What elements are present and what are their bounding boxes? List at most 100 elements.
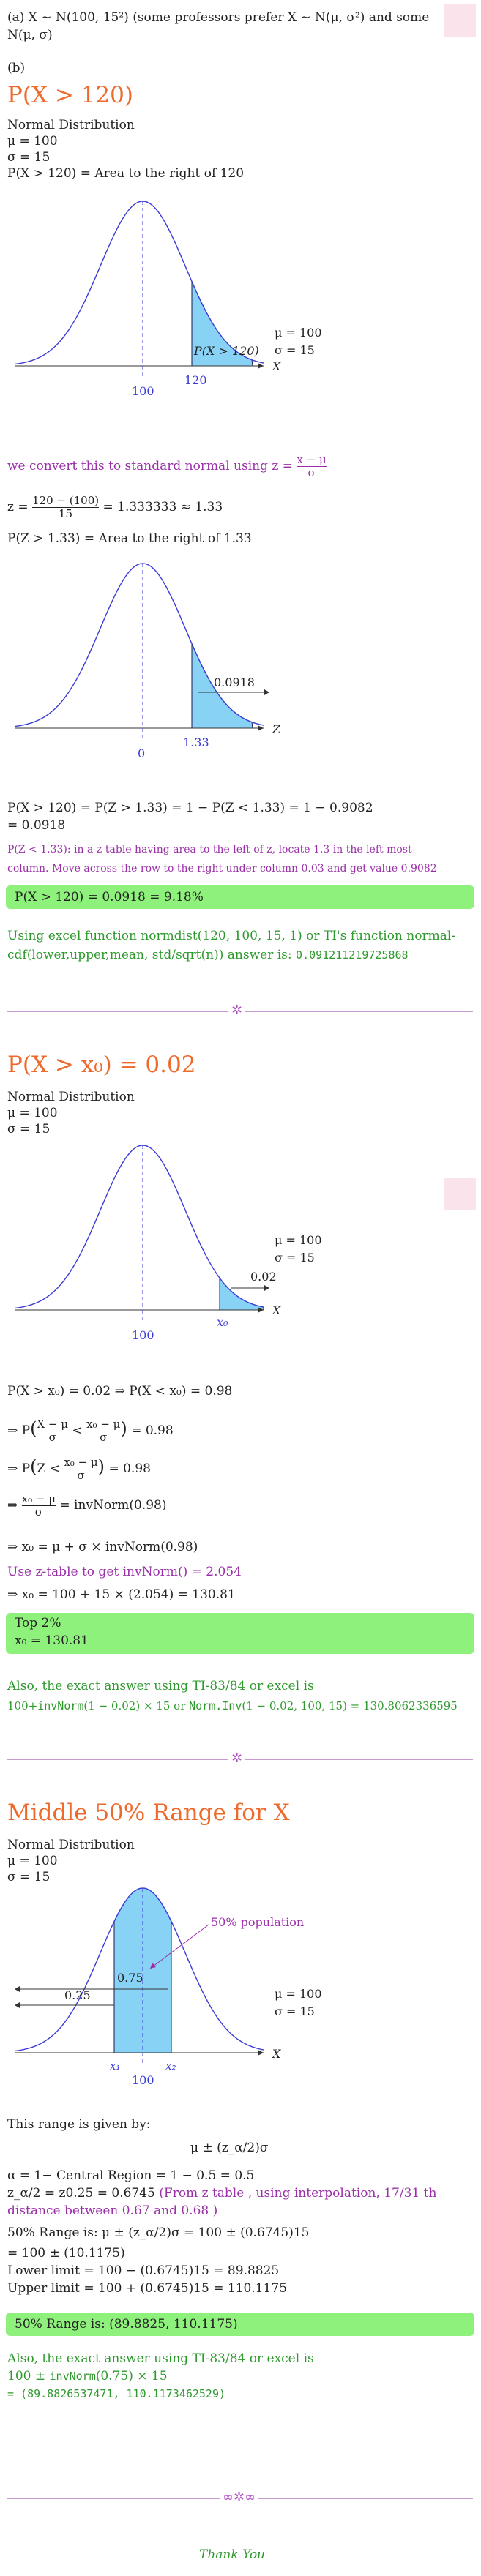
graph2-tail-label: 0.0918 <box>214 675 255 689</box>
graph4-outer-label: 0.25 <box>64 1988 91 2002</box>
zline-b: (From z table , using interpolation, 17/… <box>159 2186 437 2201</box>
s1-sigma: σ = 15 <box>7 150 51 165</box>
z-num: 120 − (100) <box>32 494 100 508</box>
z-prefix: z = <box>7 500 29 514</box>
s1-area: P(X > 120) = Area to the right of 120 <box>7 166 245 181</box>
normal-curve-graph-3: μ = 100 σ = 15 0.02 100 x₀ X <box>14 1145 322 1342</box>
graph4-mu: μ = 100 <box>275 1987 322 2001</box>
excel-value: 0.091211219725868 <box>296 948 409 962</box>
lower-limit: Lower limit = 100 − (0.6745)15 = 89.8825 <box>7 2264 280 2278</box>
graph4-inner-label: 0.75 <box>117 1971 143 1985</box>
arrow-icon <box>15 2002 20 2008</box>
graph4-x2-tick: x₂ <box>165 2059 176 2073</box>
step3-num: x₀ − μ <box>64 1456 98 1469</box>
answer-3: 50% Range is: (89.8825, 110.1175) <box>15 2317 238 2332</box>
range1: 50% Range is: μ ± (z_α/2)σ = 100 ± (0.67… <box>7 2225 310 2240</box>
ornament-icon: ✲ <box>228 1751 246 1766</box>
also-line-2: Also, the exact answer using TI-83/84 or… <box>7 1679 314 1693</box>
z-den: 15 <box>59 507 73 520</box>
convert-line: we convert this to standard normal using… <box>7 454 327 479</box>
axis-arrow-icon <box>258 2050 264 2056</box>
step2-prefix: ⇒ P <box>7 1423 31 1438</box>
axis-arrow-icon <box>258 1307 264 1313</box>
also-line-3: Also, the exact answer using TI-83/84 or… <box>7 2351 314 2366</box>
ztable-line: Use z-table to get invNorm() = 2.054 <box>7 1565 242 1579</box>
graph1-sigma: σ = 15 <box>275 343 315 357</box>
axis-arrow-icon <box>258 363 264 369</box>
excel-line-2: cdf(lower,upper,mean, std/sqrt(n)) answe… <box>7 947 409 963</box>
thank-you: Thank You <box>199 2547 266 2562</box>
section2-title: P(X > x₀) = 0.02 <box>7 1052 196 1078</box>
exact1-b: invNorm <box>49 2370 96 2383</box>
z-interp-line-2: distance between 0.67 and 0.68 ) <box>7 2204 218 2218</box>
normal-curve-graph-4: 50% population μ = 100 σ = 15 0.75 0.25 x₁ x₂ 1… <box>14 1887 322 2087</box>
graph1-x-tick: 120 <box>184 373 207 387</box>
graph4-pop-label: 50% population <box>211 1915 304 1929</box>
graph3-mean-tick: 100 <box>132 1328 154 1342</box>
graph3-axis-label: X <box>271 1303 281 1317</box>
z-line: z = 120 − (100) 15 = 1.333333 ≈ 1.33 <box>7 495 223 520</box>
exact-b: invNorm <box>37 1699 84 1712</box>
convert-num: x − μ <box>297 453 327 467</box>
given-line: This range is given by: <box>7 2117 151 2132</box>
answer-box-3 <box>6 2313 474 2336</box>
graph4-mean-tick: 100 <box>132 2073 154 2087</box>
exact-line-2: 100+invNorm(1 − 0.02) × 15 or Norm.Inv(1… <box>7 1698 458 1714</box>
zline-a: z_α/2 = z0.25 = 0.6745 <box>7 2186 155 2201</box>
step3-prefix: ⇒ P <box>7 1461 31 1476</box>
convert-den: σ <box>307 466 316 479</box>
upper-limit: Upper limit = 100 + (0.6745)15 = 110.117… <box>7 2281 288 2296</box>
graph1-tail-label: P(X > 120) <box>193 344 259 358</box>
s3-mu: μ = 100 <box>7 1854 58 1868</box>
graph3-mu: μ = 100 <box>275 1233 322 1247</box>
step2-num1: X − μ <box>37 1418 69 1431</box>
s2-mu: μ = 100 <box>7 1106 58 1120</box>
graph3-x-tick: x₀ <box>217 1315 228 1329</box>
s2-dist: Normal Distribution <box>7 1090 135 1104</box>
ornament-icon: ✲ <box>228 1003 246 1018</box>
part-a-text: (a) X ∼ N(100, 15²) (some professors pre… <box>7 10 430 42</box>
ornament-icon: ∞✲∞ <box>220 2490 259 2505</box>
convert-prefix: we convert this to standard normal using… <box>7 459 293 473</box>
graph4-axis-label: X <box>271 2047 281 2061</box>
graph2-z-tick: 1.33 <box>183 735 209 749</box>
answer-1: P(X > 120) = 0.0918 = 9.18% <box>15 890 204 905</box>
excel-line-1: Using excel function normdist(120, 100, … <box>7 929 456 943</box>
s3-dist: Normal Distribution <box>7 1838 135 1852</box>
pz-line: P(Z > 1.33) = Area to the right of 1.33 <box>7 531 252 546</box>
graph1-mu: μ = 100 <box>275 326 322 340</box>
axis-arrow-icon <box>258 725 264 731</box>
graph4-x1-tick: x₁ <box>110 2059 120 2073</box>
step2-lt: < <box>72 1423 83 1438</box>
step2-num2: x₀ − μ <box>86 1418 121 1431</box>
exact-line-3b: = (89.8826537471, 110.1173462529) <box>7 2387 226 2400</box>
answer-box-1 <box>6 886 474 909</box>
exact-line-3a: 100 ± invNorm(0.75) × 15 <box>7 2368 168 2384</box>
answer-2a: Top 2% <box>15 1616 61 1630</box>
normal-curve <box>14 1145 264 1309</box>
graph1-axis-label: X <box>271 359 281 373</box>
normal-curve <box>14 1887 264 2052</box>
exact1-c: (0.75) × 15 <box>95 2369 168 2384</box>
step3-den: σ <box>77 1469 85 1482</box>
step2-end: = 0.98 <box>131 1423 174 1438</box>
graph4-sigma: σ = 15 <box>275 2004 315 2018</box>
arrow-icon <box>264 1285 269 1291</box>
note1: P(Z < 1.33): in a z-table having area to… <box>7 844 412 855</box>
exact-a: 100+ <box>7 1699 38 1712</box>
calc2: = 0.0918 <box>7 818 66 833</box>
normal-curve <box>14 201 264 365</box>
step1: P(X > x₀) = 0.02 ⇒ P(X < x₀) = 0.98 <box>7 1384 233 1399</box>
formula-line: μ ± (z_α/2)σ <box>190 2141 269 2155</box>
step3-end: = 0.98 <box>108 1461 151 1476</box>
graph2-axis-label: Z <box>272 722 281 736</box>
normal-curve <box>14 563 264 727</box>
section3-title: Middle 50% Range for X <box>7 1800 290 1826</box>
excel-text: cdf(lower,upper,mean, std/sqrt(n)) answe… <box>7 948 292 962</box>
graph2-mean-tick: 0 <box>138 746 145 760</box>
step3: ⇒ P(Z < x₀ − μ σ) = 0.98 <box>7 1456 151 1482</box>
answer-2b: x₀ = 130.81 <box>15 1633 89 1648</box>
exact-c: (1 − 0.02) × 15 or <box>83 1699 186 1712</box>
note2: column. Move across the row to the right… <box>7 863 437 875</box>
